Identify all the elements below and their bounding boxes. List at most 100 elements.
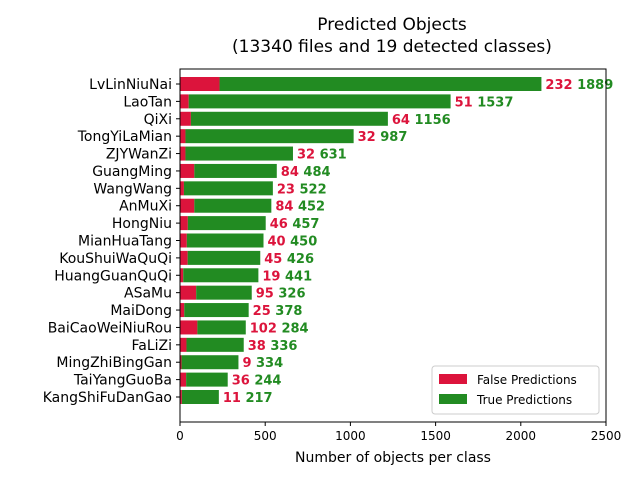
value-true-13: 378 [275, 304, 302, 319]
category-label-8: HongNiu [112, 216, 172, 232]
value-false-18: 11 [223, 391, 246, 406]
value-true-7: 452 [298, 200, 325, 215]
bar-true-15 [186, 337, 244, 352]
bar-true-16 [181, 355, 239, 370]
category-label-10: KouShuiWaQuQi [59, 251, 172, 267]
category-label-6: WangWang [93, 181, 172, 197]
category-label-4: ZJYWanZi [106, 147, 172, 163]
category-label-0: LvLinNiuNai [89, 77, 172, 93]
value-true-0: 1889 [577, 78, 613, 93]
bar-false-15 [180, 337, 187, 352]
value-label-5: 84 484 [281, 165, 331, 180]
category-label-2: QiXi [144, 112, 172, 128]
bar-true-17 [186, 372, 228, 387]
chart-title: Predicted Objects [317, 15, 467, 35]
value-label-8: 46 457 [270, 217, 320, 232]
value-true-1: 1537 [477, 95, 513, 110]
value-label-18: 11 217 [223, 391, 273, 406]
bar-true-2 [190, 111, 388, 126]
x-tick-label-2: 1000 [335, 429, 366, 443]
x-axis-label: Number of objects per class [295, 450, 491, 466]
bar-true-13 [184, 303, 249, 318]
value-label-4: 32 631 [297, 148, 347, 163]
value-false-8: 46 [270, 217, 293, 232]
bar-false-16 [180, 355, 182, 370]
value-false-11: 19 [262, 269, 285, 284]
x-axis: 0 500 1000 1500 2000 2500 [176, 422, 621, 443]
bar-true-10 [187, 250, 261, 265]
value-true-12: 326 [278, 287, 305, 302]
legend-swatch-true [439, 394, 467, 404]
value-false-5: 84 [281, 165, 304, 180]
bars-group [180, 77, 542, 404]
bar-true-4 [185, 146, 293, 161]
bar-false-2 [180, 111, 191, 126]
legend: False Predictions True Predictions [431, 365, 600, 415]
bar-false-6 [180, 181, 184, 196]
x-tick-label-3: 1500 [420, 429, 451, 443]
bar-true-9 [186, 233, 264, 248]
bar-true-11 [183, 268, 259, 283]
category-label-5: GuangMing [92, 164, 172, 180]
value-label-0: 232 1889 [545, 78, 613, 93]
value-false-9: 40 [267, 235, 290, 250]
value-true-6: 522 [299, 182, 326, 197]
bar-false-17 [180, 372, 187, 387]
value-label-15: 38 336 [248, 339, 298, 354]
value-true-17: 244 [254, 374, 281, 389]
category-label-18: KangShiFuDanGao [43, 390, 172, 406]
value-label-1: 51 1537 [455, 95, 514, 110]
value-label-3: 32 987 [358, 130, 408, 145]
value-false-10: 45 [264, 252, 287, 267]
bar-true-7 [194, 198, 272, 213]
value-true-3: 987 [380, 130, 407, 145]
bar-false-8 [180, 216, 188, 231]
value-false-17: 36 [232, 374, 255, 389]
value-label-2: 64 1156 [392, 113, 451, 128]
bar-true-0 [219, 77, 542, 91]
value-true-2: 1156 [415, 113, 451, 128]
category-label-11: HuangGuanQuQi [54, 268, 172, 284]
bar-true-8 [187, 216, 266, 231]
category-label-3: TongYiLaMian [77, 129, 172, 145]
value-true-11: 441 [285, 269, 312, 284]
category-label-1: LaoTan [123, 94, 172, 110]
value-label-10: 45 426 [264, 252, 314, 267]
bar-false-1 [180, 94, 189, 109]
value-true-10: 426 [287, 252, 314, 267]
bar-true-18 [181, 390, 219, 404]
bar-true-6 [183, 181, 273, 196]
value-false-14: 102 [250, 321, 282, 336]
value-false-13: 25 [253, 304, 276, 319]
category-label-12: ASaMu [124, 286, 172, 302]
bar-true-14 [197, 320, 246, 335]
bar-false-10 [180, 250, 188, 265]
value-label-13: 25 378 [253, 304, 303, 319]
value-false-6: 23 [277, 182, 300, 197]
value-true-16: 334 [256, 356, 283, 371]
category-label-16: MingZhiBingGan [56, 355, 172, 371]
value-true-15: 336 [270, 339, 297, 354]
bar-false-0 [180, 77, 220, 91]
category-label-14: BaiCaoWeiNiuRou [48, 320, 172, 336]
value-true-18: 217 [245, 391, 272, 406]
bar-true-12 [196, 285, 252, 300]
bar-true-3 [185, 129, 354, 144]
value-false-7: 84 [275, 200, 298, 215]
value-label-6: 23 522 [277, 182, 327, 197]
x-tick-label-0: 0 [176, 429, 184, 443]
value-true-5: 484 [303, 165, 330, 180]
bar-false-12 [180, 285, 197, 300]
bar-false-13 [180, 303, 185, 318]
value-label-9: 40 450 [267, 235, 317, 250]
category-label-13: MaiDong [110, 303, 172, 319]
chart-subtitle: (13340 files and 19 detected classes) [232, 37, 552, 57]
category-label-7: AnMuXi [119, 199, 172, 215]
x-tick-label-5: 2500 [591, 429, 622, 443]
category-label-9: MianHuaTang [78, 234, 172, 250]
value-label-17: 36 244 [232, 374, 282, 389]
value-true-14: 284 [281, 321, 308, 336]
value-false-4: 32 [297, 148, 320, 163]
